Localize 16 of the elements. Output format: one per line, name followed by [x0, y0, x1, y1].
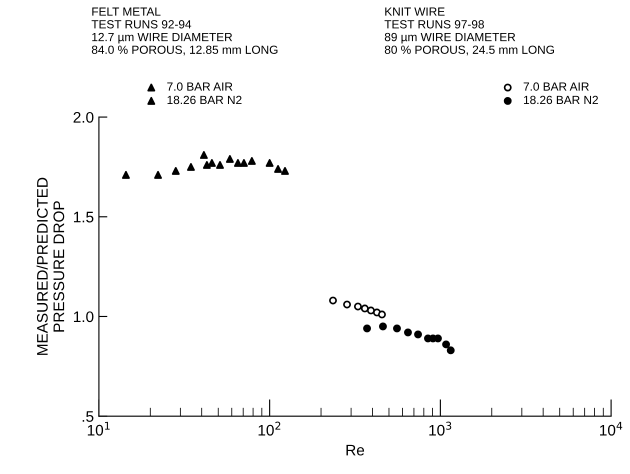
- x-tick-label: 10$^{3}$: [429, 422, 452, 436]
- text: FELT METAL TEST RUNS 92-94 12.7 µm WIRE DIAMETER 84.0 % POROUS, 12.85 mm LONG: [92, 8, 278, 56]
- y-tick-label: .5: [82, 411, 94, 422]
- y-tick-label: 1.5: [74, 212, 94, 222]
- x-tick-label: 10$^{1}$: [88, 422, 110, 436]
- legend-label: 18.26 BAR N2: [168, 96, 242, 104]
- y-tick-label: 2.0: [74, 112, 94, 123]
- legend-label: 7.0 BAR AIR: [167, 82, 232, 91]
- x-tick-label: 10$^{2}$: [258, 422, 280, 436]
- text: KNIT WIRE TEST RUNS 97-98 89 µm WIRE DIAMETER 80 % POROUS, 24.5 mm LONG: [384, 8, 554, 56]
- x-axis-title: Re: [346, 444, 364, 456]
- x-tick-label: 10$^{4}$: [600, 422, 622, 436]
- legend-label: 18.26 BAR N2: [524, 96, 598, 104]
- legend-label: 7.0 BAR AIR: [524, 82, 589, 91]
- y-axis-title: MEASURED/PREDICTED PRESSURE DROP: [36, 178, 64, 355]
- y-tick-label: 1.0: [74, 311, 94, 322]
